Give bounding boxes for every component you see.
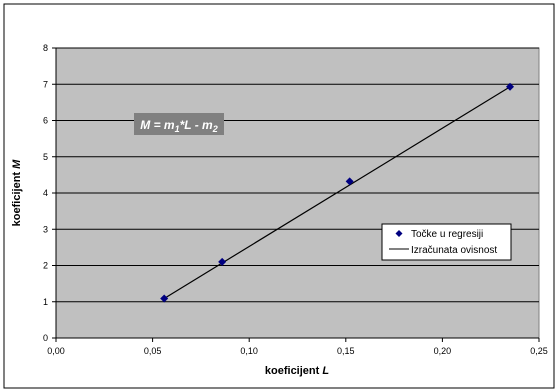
legend-box	[381, 223, 512, 261]
y-tick-label: 4	[43, 188, 48, 198]
x-tick-label: 0,10	[240, 346, 258, 356]
y-axis-title-prefix: koeficijent	[11, 169, 23, 226]
legend-label-points: Točke u regresiji	[411, 229, 483, 240]
equation-background	[134, 113, 224, 135]
legend: Točke u regresiji Izračunata ovisnost	[381, 223, 512, 261]
series-layer	[160, 82, 515, 303]
data-point	[345, 177, 354, 186]
x-tick-label: 0,00	[47, 346, 65, 356]
y-tick-label: 1	[43, 297, 48, 307]
y-tick-label: 8	[43, 43, 48, 53]
y-tick-label: 2	[43, 261, 48, 271]
y-tick-label: 3	[43, 224, 48, 234]
x-tick-label: 0,05	[144, 346, 162, 356]
y-axis-title-var: M	[11, 159, 23, 169]
data-point	[506, 82, 515, 91]
x-axis-title-var: L	[322, 365, 329, 377]
y-axis-ticks: 0 1 2 3 4 5 6 7 8	[43, 43, 56, 343]
equation-box: M = m1*L - m2	[134, 113, 224, 135]
y-tick-label: 0	[43, 333, 48, 343]
x-tick-label: 0,15	[337, 346, 355, 356]
y-tick-label: 6	[43, 116, 48, 126]
x-axis-title-prefix: koeficijent	[265, 365, 322, 377]
x-axis-ticks: 0,00 0,05 0,10 0,15 0,20 0,25	[47, 338, 548, 356]
legend-label-line: Izračunata ovisnost	[411, 245, 497, 256]
x-tick-label: 0,20	[434, 346, 452, 356]
y-axis-title: koeficijent M	[11, 159, 23, 226]
x-axis-title: koeficijent L	[265, 365, 329, 377]
y-tick-label: 5	[43, 152, 48, 162]
equation-text: M = m1*L - m2	[140, 118, 218, 134]
x-tick-label: 0,25	[530, 346, 548, 356]
data-point	[218, 257, 227, 266]
y-tick-label: 7	[43, 79, 48, 89]
data-point	[160, 294, 169, 303]
legend-marker-diamond	[395, 230, 403, 237]
